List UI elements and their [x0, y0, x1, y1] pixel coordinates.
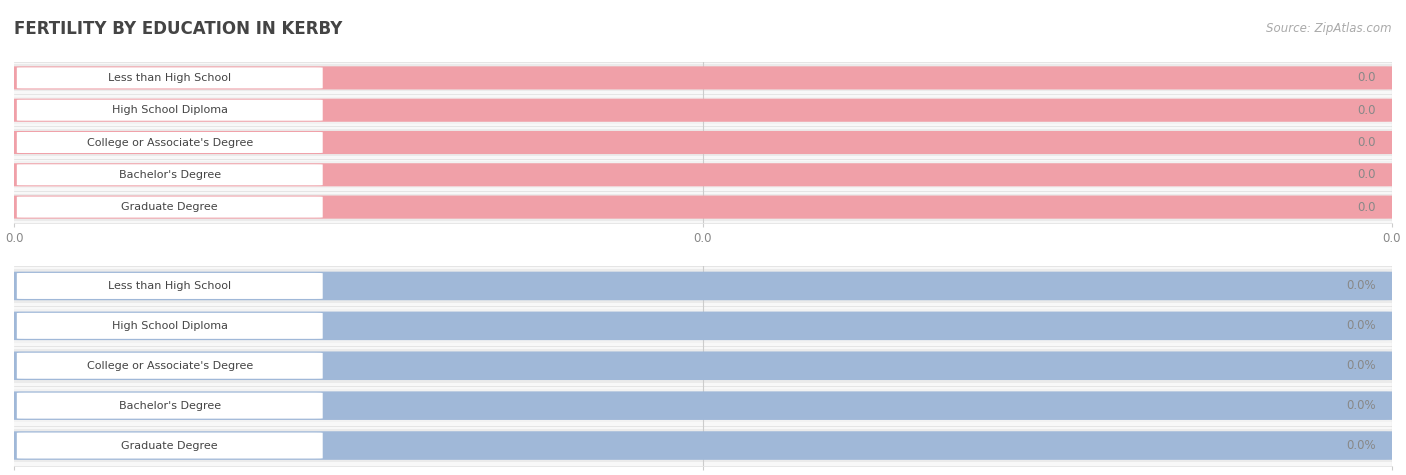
Text: 0.0: 0.0	[1357, 104, 1375, 117]
Text: Bachelor's Degree: Bachelor's Degree	[118, 400, 221, 411]
FancyBboxPatch shape	[17, 393, 323, 418]
Text: Bachelor's Degree: Bachelor's Degree	[118, 170, 221, 180]
FancyBboxPatch shape	[17, 313, 323, 339]
Text: Source: ZipAtlas.com: Source: ZipAtlas.com	[1267, 22, 1392, 35]
FancyBboxPatch shape	[10, 431, 1396, 460]
Text: Less than High School: Less than High School	[108, 73, 232, 83]
FancyBboxPatch shape	[14, 129, 1392, 156]
Text: Less than High School: Less than High School	[108, 281, 232, 291]
FancyBboxPatch shape	[10, 352, 1396, 380]
Text: High School Diploma: High School Diploma	[111, 321, 228, 331]
Text: 0.0: 0.0	[1357, 71, 1375, 85]
Text: 0.0: 0.0	[1357, 136, 1375, 149]
FancyBboxPatch shape	[14, 309, 1392, 342]
Text: College or Associate's Degree: College or Associate's Degree	[87, 361, 253, 371]
FancyBboxPatch shape	[14, 161, 1392, 189]
FancyBboxPatch shape	[14, 193, 1392, 221]
FancyBboxPatch shape	[14, 64, 1392, 92]
FancyBboxPatch shape	[17, 273, 323, 299]
FancyBboxPatch shape	[17, 433, 323, 458]
FancyBboxPatch shape	[14, 429, 1392, 462]
FancyBboxPatch shape	[10, 196, 1396, 218]
Text: 0.0%: 0.0%	[1346, 319, 1375, 332]
FancyBboxPatch shape	[10, 391, 1396, 420]
FancyBboxPatch shape	[17, 132, 323, 153]
FancyBboxPatch shape	[14, 389, 1392, 422]
Text: High School Diploma: High School Diploma	[111, 105, 228, 115]
FancyBboxPatch shape	[10, 272, 1396, 300]
FancyBboxPatch shape	[14, 349, 1392, 382]
FancyBboxPatch shape	[10, 66, 1396, 89]
FancyBboxPatch shape	[17, 67, 323, 88]
Text: 0.0%: 0.0%	[1346, 359, 1375, 372]
FancyBboxPatch shape	[17, 164, 323, 185]
Text: 0.0: 0.0	[1357, 168, 1375, 181]
Text: 0.0: 0.0	[1357, 200, 1375, 214]
Text: Graduate Degree: Graduate Degree	[121, 202, 218, 212]
FancyBboxPatch shape	[10, 131, 1396, 154]
FancyBboxPatch shape	[10, 99, 1396, 122]
Text: FERTILITY BY EDUCATION IN KERBY: FERTILITY BY EDUCATION IN KERBY	[14, 19, 343, 38]
Text: 0.0%: 0.0%	[1346, 439, 1375, 452]
FancyBboxPatch shape	[17, 100, 323, 121]
FancyBboxPatch shape	[17, 197, 323, 218]
Text: 0.0%: 0.0%	[1346, 279, 1375, 293]
Text: 0.0%: 0.0%	[1346, 399, 1375, 412]
FancyBboxPatch shape	[14, 269, 1392, 303]
FancyBboxPatch shape	[10, 163, 1396, 186]
FancyBboxPatch shape	[14, 96, 1392, 124]
FancyBboxPatch shape	[10, 312, 1396, 340]
Text: College or Associate's Degree: College or Associate's Degree	[87, 137, 253, 148]
Text: Graduate Degree: Graduate Degree	[121, 440, 218, 451]
FancyBboxPatch shape	[17, 353, 323, 379]
